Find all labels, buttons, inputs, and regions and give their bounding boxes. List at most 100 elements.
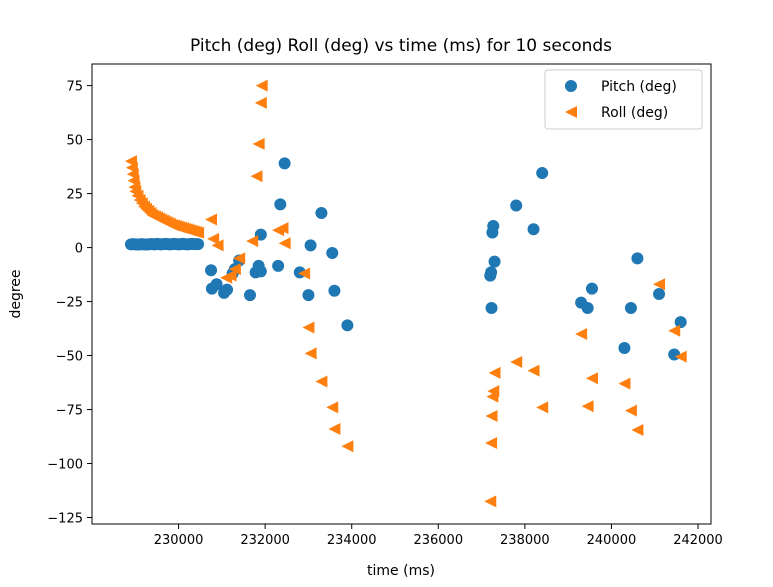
pitch-point: [631, 252, 644, 265]
roll-point: [233, 252, 246, 265]
roll-point: [581, 400, 594, 413]
roll-point: [302, 321, 315, 334]
pitch-point: [278, 157, 291, 170]
pitch-point: [668, 348, 681, 361]
roll-point: [674, 350, 687, 363]
roll-point: [211, 239, 224, 252]
pitch-point: [653, 288, 666, 300]
pitch-point: [328, 284, 341, 297]
pitch-point: [536, 167, 549, 180]
roll-point: [585, 372, 598, 385]
roll-point: [484, 495, 497, 508]
pitch-point: [254, 265, 267, 278]
x-tick-label: 234000: [327, 533, 377, 548]
roll-point: [653, 278, 666, 291]
pitch-point: [674, 316, 687, 329]
roll-point: [224, 269, 237, 282]
roll-point: [315, 375, 328, 388]
x-tick-label: 230000: [154, 533, 204, 548]
x-axis-title: time (ms): [367, 563, 435, 579]
plot-frame: [91, 63, 712, 525]
roll-point: [328, 422, 341, 435]
pitch-point: [618, 341, 631, 354]
roll-point: [485, 410, 498, 423]
pitch-point: [487, 219, 500, 232]
legend: Pitch (deg) Roll (deg): [544, 69, 703, 130]
x-tick-label: 232000: [240, 533, 290, 548]
pitch-point: [485, 302, 498, 315]
x-tick-label: 240000: [587, 533, 637, 548]
pitch-point: [315, 207, 328, 220]
points-layer: [124, 79, 687, 508]
series-roll: [124, 79, 687, 508]
pitch-point: [527, 223, 540, 236]
roll-point: [618, 377, 631, 390]
roll-point: [485, 437, 498, 450]
pitch-point: [274, 198, 287, 211]
roll-point: [341, 440, 354, 453]
pitch-point: [485, 266, 498, 279]
pitch-point: [304, 239, 317, 252]
pitch-point: [272, 259, 285, 272]
y-tick-label: −125: [47, 512, 83, 527]
pitch-point: [510, 199, 523, 212]
pitch-point: [192, 238, 205, 251]
pitch-point: [302, 289, 315, 302]
y-axis-title: degree: [8, 269, 24, 318]
legend-label-roll: Roll (deg): [601, 105, 668, 121]
roll-point: [255, 79, 268, 92]
pitch-point: [624, 302, 637, 315]
legend-marker-pitch: [565, 80, 577, 92]
y-tick-label: 0: [75, 242, 83, 257]
roll-point: [228, 263, 241, 276]
x-axis: 230000 232000 234000 236000 238000 240000 2420…: [154, 524, 723, 548]
roll-point: [298, 267, 311, 280]
roll-point: [207, 232, 220, 245]
roll-point: [250, 170, 263, 183]
roll-point: [536, 401, 549, 414]
y-tick-label: 25: [66, 188, 83, 203]
x-tick-label: 242000: [673, 533, 723, 548]
pitch-point: [585, 282, 598, 295]
pitch-point: [488, 255, 501, 268]
y-tick-label: −50: [56, 350, 83, 365]
legend-marker-roll: [565, 106, 577, 118]
pitch-point: [326, 246, 339, 259]
roll-point: [624, 404, 637, 417]
chart-title: Pitch (deg) Roll (deg) vs time (ms) for …: [190, 36, 612, 56]
y-tick-label: 50: [66, 134, 83, 149]
pitch-point: [205, 264, 218, 277]
roll-point: [254, 96, 267, 109]
series-pitch: [124, 157, 687, 361]
pitch-point: [243, 289, 256, 302]
roll-point: [276, 222, 289, 235]
roll-point: [205, 213, 218, 226]
y-tick-label: −75: [56, 404, 83, 419]
legend-label-pitch: Pitch (deg): [601, 79, 677, 95]
pitch-point: [341, 319, 354, 332]
roll-point: [326, 401, 339, 414]
pitch-point: [221, 283, 234, 296]
roll-point: [488, 366, 501, 379]
roll-point: [631, 424, 644, 437]
roll-point: [510, 356, 523, 369]
pitch-point: [210, 278, 223, 291]
roll-point: [246, 235, 259, 248]
y-axis: 75 50 25 0 −25 −50 −75 −100 −125: [47, 80, 92, 527]
pitch-point: [581, 302, 594, 315]
roll-point: [192, 226, 205, 239]
x-tick-label: 238000: [500, 533, 550, 548]
roll-point: [575, 327, 588, 340]
y-tick-label: −100: [47, 458, 83, 473]
x-tick-label: 236000: [413, 533, 463, 548]
y-tick-label: −25: [56, 296, 83, 311]
y-tick-label: 75: [66, 80, 83, 95]
roll-point: [304, 347, 317, 360]
roll-point: [487, 385, 500, 398]
roll-point: [278, 237, 291, 250]
roll-point: [252, 137, 265, 150]
roll-point: [527, 364, 540, 377]
roll-point: [668, 324, 681, 337]
legend-box: [544, 69, 703, 130]
